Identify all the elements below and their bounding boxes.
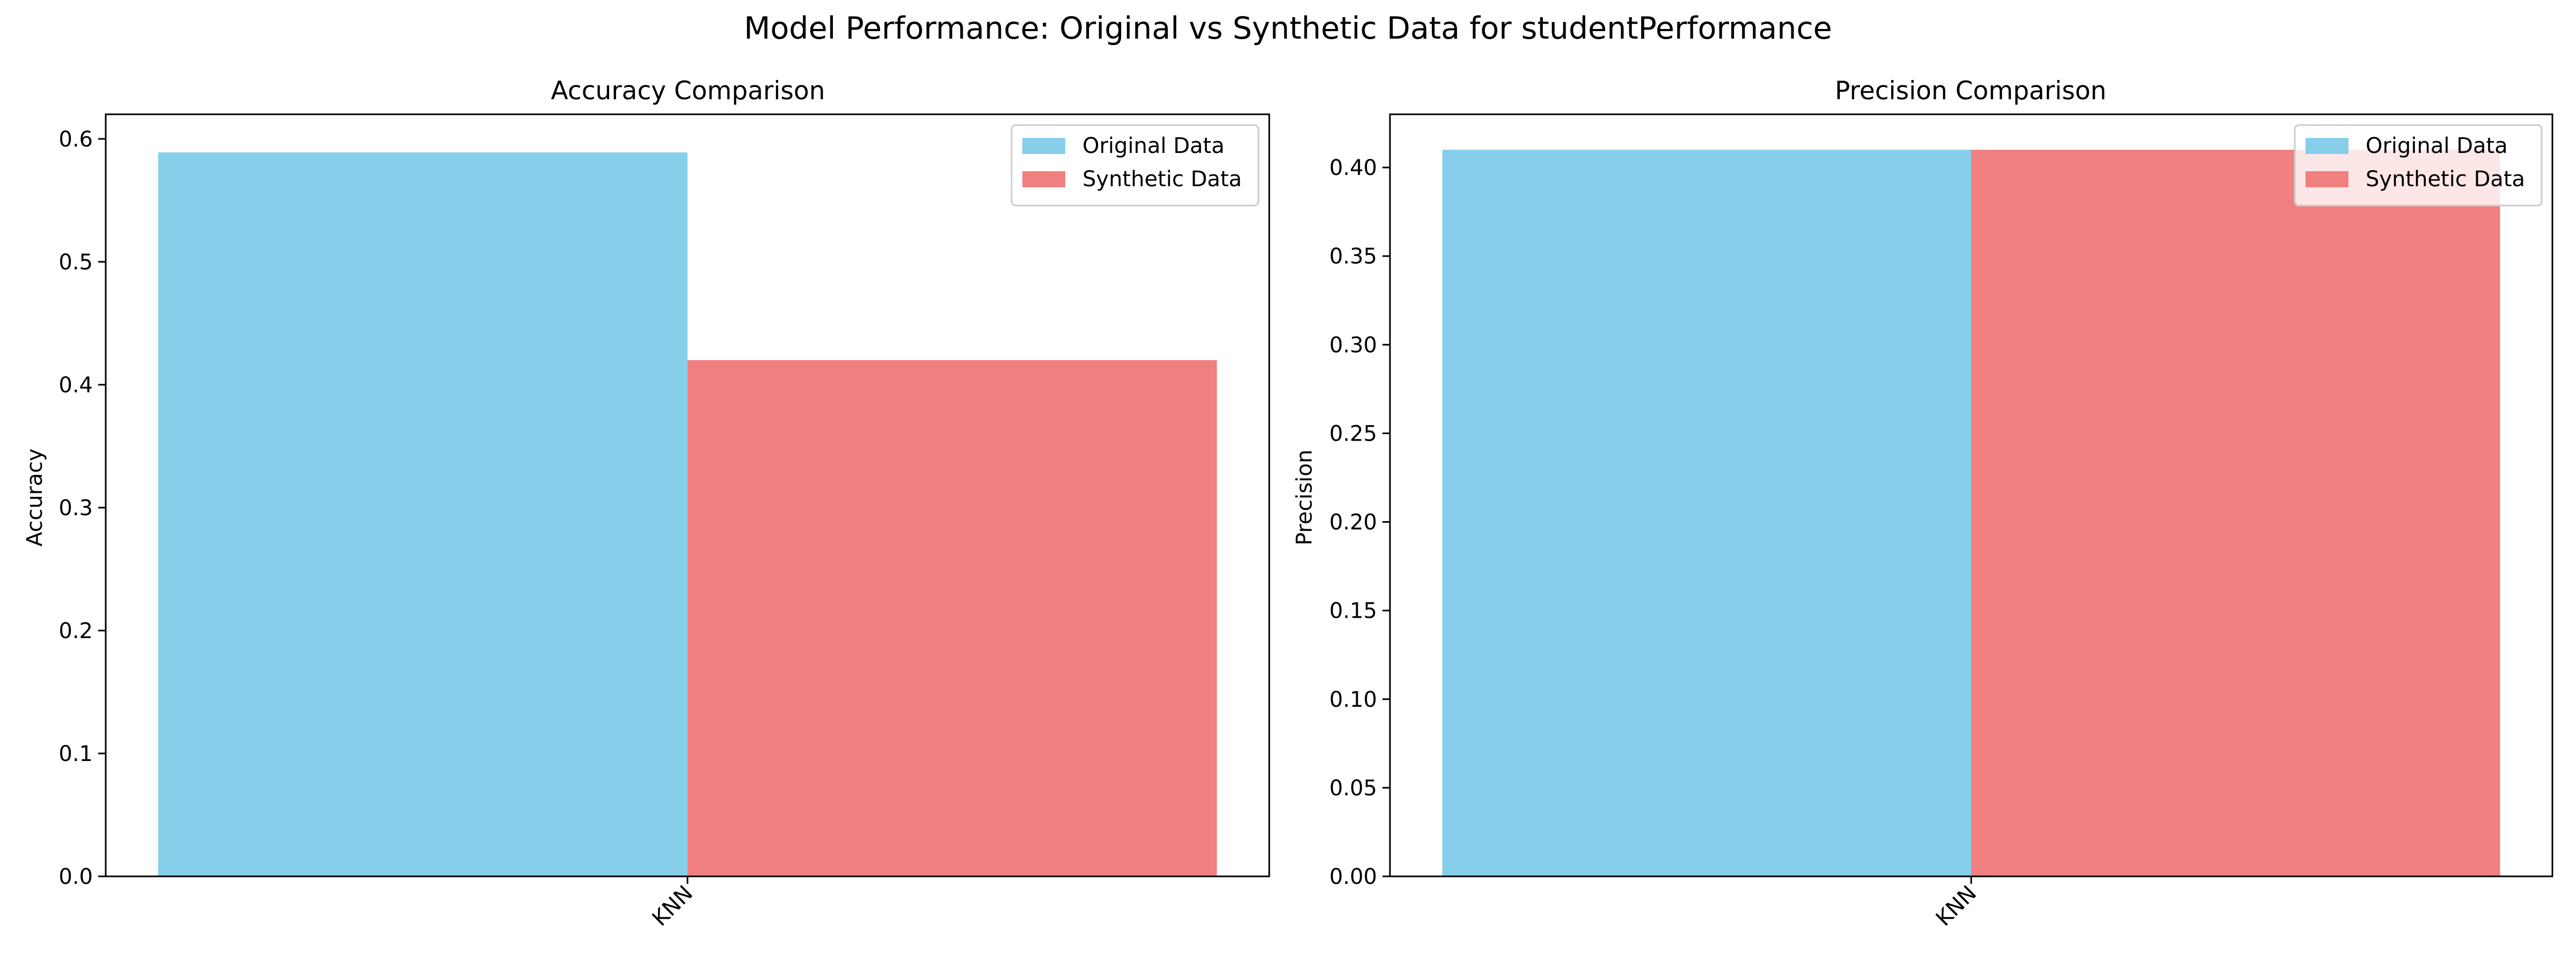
y-tick-label: 0.15 [1329,599,1377,624]
legend-label: Synthetic Data [1082,167,1242,192]
legend: Original Data Synthetic Data [2294,124,2543,207]
y-tick-label: 0.20 [1329,510,1377,535]
axes-frame [1389,113,2553,877]
legend-swatch [2306,171,2348,187]
legend-swatch [1022,138,1065,154]
bar [1442,150,1971,876]
legend-label: Synthetic Data [2366,167,2525,192]
bar [687,360,1217,876]
y-tick-label: 0.00 [1329,865,1377,889]
precision-chart: Precision Comparison Precision KNN 0.00 0.… [1292,76,2553,931]
y-tick-label: 0.40 [1329,156,1377,180]
legend: Original Data Synthetic Data [1011,124,1260,207]
y-tick-label: 0.0 [58,865,93,889]
y-tick-label: 0.1 [58,742,93,766]
legend-swatch [1022,171,1065,187]
bar [1971,150,2500,876]
y-tick-label: 0.4 [58,373,93,398]
x-tick-label: KNN [648,881,698,931]
bar [158,152,687,876]
y-tick-label: 0.2 [58,619,93,643]
y-tick-label: 0.25 [1329,421,1377,446]
y-axis-label: Accuracy [23,449,47,547]
y-tick-label: 0.6 [58,127,93,152]
accuracy-chart: Accuracy Comparison Accuracy KNN 0.0 0.1 0.… [23,76,1270,931]
figure-title: Model Performance: Original vs Synthetic… [744,11,1832,46]
y-tick-label: 0.10 [1329,687,1377,712]
y-axis-label: Precision [1292,450,1317,545]
legend-label: Original Data [2366,134,2508,158]
y-tick-label: 0.3 [58,496,93,521]
axes-frame [105,113,1270,877]
legend-label: Original Data [1082,134,1225,158]
chart-title: Accuracy Comparison [551,76,825,106]
legend-swatch [2306,138,2348,154]
chart-title: Precision Comparison [1835,76,2106,106]
legend-box [1011,124,1260,207]
y-tick-label: 0.05 [1329,776,1377,801]
y-tick-label: 0.5 [58,250,93,275]
legend-box [2294,124,2543,207]
y-tick-label: 0.30 [1329,333,1377,357]
y-tick-label: 0.35 [1329,244,1377,269]
x-tick-label: KNN [1931,881,1981,931]
